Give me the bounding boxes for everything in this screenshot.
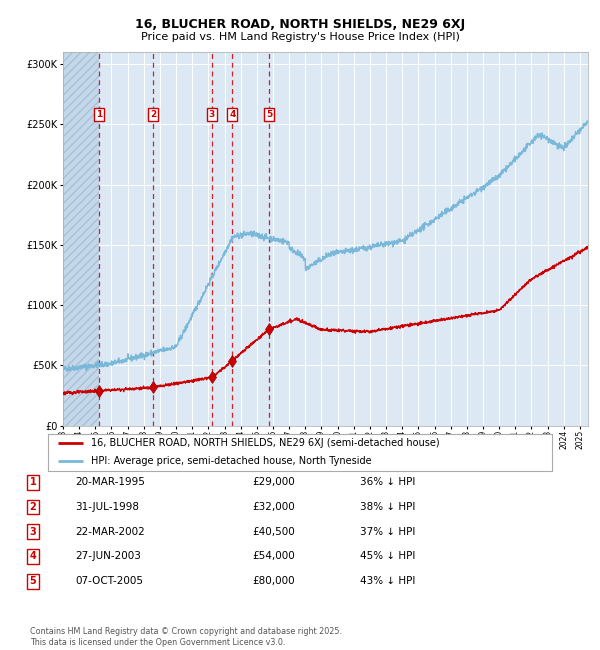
- Text: 5: 5: [266, 111, 272, 119]
- Text: £32,000: £32,000: [252, 502, 295, 512]
- Text: 2: 2: [29, 502, 37, 512]
- Text: £80,000: £80,000: [252, 576, 295, 586]
- Text: 22-MAR-2002: 22-MAR-2002: [75, 526, 145, 537]
- Text: 07-OCT-2005: 07-OCT-2005: [75, 576, 143, 586]
- Text: 1: 1: [96, 111, 102, 119]
- Text: £40,500: £40,500: [252, 526, 295, 537]
- Text: 16, BLUCHER ROAD, NORTH SHIELDS, NE29 6XJ (semi-detached house): 16, BLUCHER ROAD, NORTH SHIELDS, NE29 6X…: [91, 438, 439, 448]
- Text: 43% ↓ HPI: 43% ↓ HPI: [360, 576, 415, 586]
- Text: 16, BLUCHER ROAD, NORTH SHIELDS, NE29 6XJ: 16, BLUCHER ROAD, NORTH SHIELDS, NE29 6X…: [135, 18, 465, 31]
- Text: £54,000: £54,000: [252, 551, 295, 562]
- Text: 1: 1: [29, 477, 37, 488]
- Text: 4: 4: [29, 551, 37, 562]
- Text: 4: 4: [229, 111, 236, 119]
- Text: 31-JUL-1998: 31-JUL-1998: [75, 502, 139, 512]
- Text: HPI: Average price, semi-detached house, North Tyneside: HPI: Average price, semi-detached house,…: [91, 456, 371, 465]
- Text: Contains HM Land Registry data © Crown copyright and database right 2025.
This d: Contains HM Land Registry data © Crown c…: [30, 627, 342, 647]
- Text: £29,000: £29,000: [252, 477, 295, 488]
- Text: 36% ↓ HPI: 36% ↓ HPI: [360, 477, 415, 488]
- Text: 5: 5: [29, 576, 37, 586]
- Text: 20-MAR-1995: 20-MAR-1995: [75, 477, 145, 488]
- Text: 2: 2: [150, 111, 156, 119]
- Text: 3: 3: [29, 526, 37, 537]
- Text: Price paid vs. HM Land Registry's House Price Index (HPI): Price paid vs. HM Land Registry's House …: [140, 32, 460, 42]
- Text: 37% ↓ HPI: 37% ↓ HPI: [360, 526, 415, 537]
- Text: 3: 3: [209, 111, 215, 119]
- Text: 38% ↓ HPI: 38% ↓ HPI: [360, 502, 415, 512]
- Bar: [63, 52, 99, 426]
- Text: 45% ↓ HPI: 45% ↓ HPI: [360, 551, 415, 562]
- Text: 27-JUN-2003: 27-JUN-2003: [75, 551, 141, 562]
